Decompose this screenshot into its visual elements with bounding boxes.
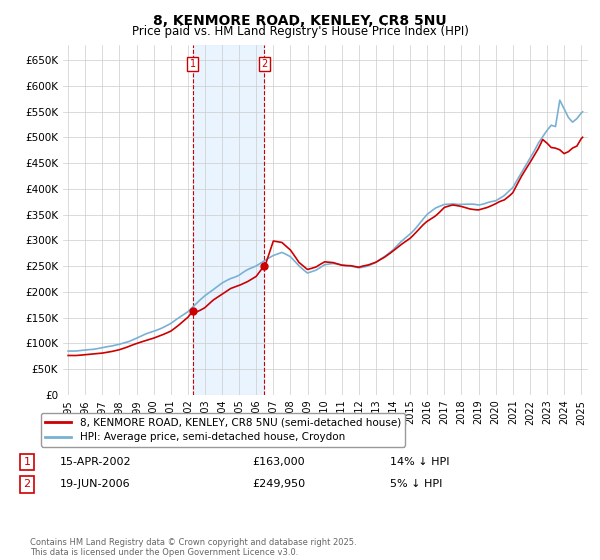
Text: 2: 2 [261,59,268,69]
Text: 8, KENMORE ROAD, KENLEY, CR8 5NU: 8, KENMORE ROAD, KENLEY, CR8 5NU [153,14,447,28]
Text: 15-APR-2002: 15-APR-2002 [60,457,131,467]
Text: Price paid vs. HM Land Registry's House Price Index (HPI): Price paid vs. HM Land Registry's House … [131,25,469,38]
Text: 1: 1 [190,59,196,69]
Bar [193,45,264,395]
Text: 1: 1 [23,457,31,467]
Text: 5% ↓ HPI: 5% ↓ HPI [390,479,442,489]
Text: £249,950: £249,950 [252,479,305,489]
Text: Contains HM Land Registry data © Crown copyright and database right 2025.
This d: Contains HM Land Registry data © Crown c… [30,538,356,557]
Legend: 8, KENMORE ROAD, KENLEY, CR8 5NU (semi-detached house), HPI: Average price, semi: 8, KENMORE ROAD, KENLEY, CR8 5NU (semi-d… [41,413,405,446]
Text: 2: 2 [23,479,31,489]
Text: 19-JUN-2006: 19-JUN-2006 [60,479,131,489]
Text: 14% ↓ HPI: 14% ↓ HPI [390,457,449,467]
Text: £163,000: £163,000 [252,457,305,467]
